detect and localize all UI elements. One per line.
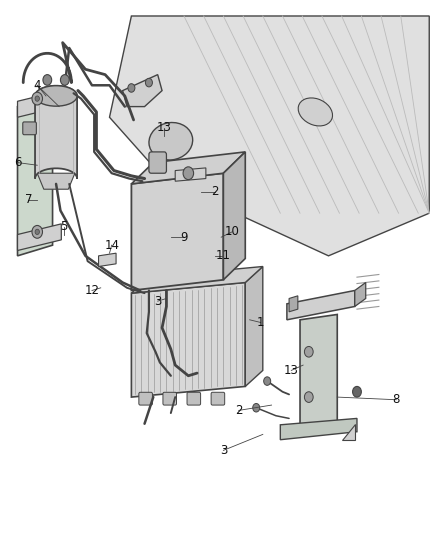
Text: 13: 13	[157, 122, 172, 134]
Polygon shape	[300, 314, 337, 434]
Circle shape	[32, 92, 42, 105]
Polygon shape	[280, 418, 357, 440]
FancyBboxPatch shape	[163, 392, 177, 405]
Polygon shape	[131, 173, 223, 290]
Ellipse shape	[149, 123, 193, 160]
Text: 8: 8	[393, 393, 400, 406]
Circle shape	[353, 386, 361, 397]
Ellipse shape	[298, 98, 332, 126]
Polygon shape	[342, 424, 355, 440]
FancyBboxPatch shape	[149, 152, 166, 173]
Polygon shape	[18, 96, 53, 256]
FancyBboxPatch shape	[211, 392, 225, 405]
Circle shape	[35, 96, 39, 101]
Polygon shape	[99, 253, 116, 266]
Circle shape	[264, 377, 271, 385]
Circle shape	[43, 75, 52, 85]
Circle shape	[183, 167, 194, 180]
Circle shape	[304, 392, 313, 402]
Polygon shape	[18, 91, 61, 117]
Polygon shape	[35, 86, 77, 179]
Text: 5: 5	[60, 220, 67, 233]
Polygon shape	[131, 152, 245, 184]
Polygon shape	[289, 296, 298, 312]
Polygon shape	[287, 290, 355, 320]
Polygon shape	[245, 266, 263, 386]
Circle shape	[128, 84, 135, 92]
Circle shape	[32, 225, 42, 238]
Circle shape	[60, 75, 69, 85]
Text: 11: 11	[216, 249, 231, 262]
FancyBboxPatch shape	[139, 392, 152, 405]
Text: 6: 6	[14, 156, 21, 169]
Ellipse shape	[35, 86, 77, 106]
Polygon shape	[18, 224, 61, 251]
Text: 1: 1	[257, 316, 265, 329]
Text: 14: 14	[104, 239, 119, 252]
Text: 4: 4	[33, 79, 41, 92]
Text: 7: 7	[25, 193, 32, 206]
Text: 3: 3	[154, 295, 161, 308]
Polygon shape	[131, 266, 263, 293]
Text: 2: 2	[235, 404, 243, 417]
Text: 2: 2	[211, 185, 219, 198]
Polygon shape	[37, 173, 75, 189]
Polygon shape	[131, 282, 245, 397]
Text: 9: 9	[180, 231, 188, 244]
Polygon shape	[223, 152, 245, 280]
Circle shape	[304, 346, 313, 357]
Polygon shape	[175, 168, 206, 181]
Polygon shape	[355, 282, 366, 306]
Circle shape	[145, 78, 152, 87]
Circle shape	[253, 403, 260, 412]
Text: 12: 12	[85, 284, 99, 297]
Polygon shape	[123, 75, 162, 107]
Text: 13: 13	[284, 364, 299, 377]
Text: 3: 3	[220, 444, 227, 457]
FancyBboxPatch shape	[23, 122, 36, 135]
Circle shape	[35, 229, 39, 235]
FancyBboxPatch shape	[187, 392, 201, 405]
Text: 10: 10	[225, 225, 240, 238]
Polygon shape	[110, 16, 429, 256]
